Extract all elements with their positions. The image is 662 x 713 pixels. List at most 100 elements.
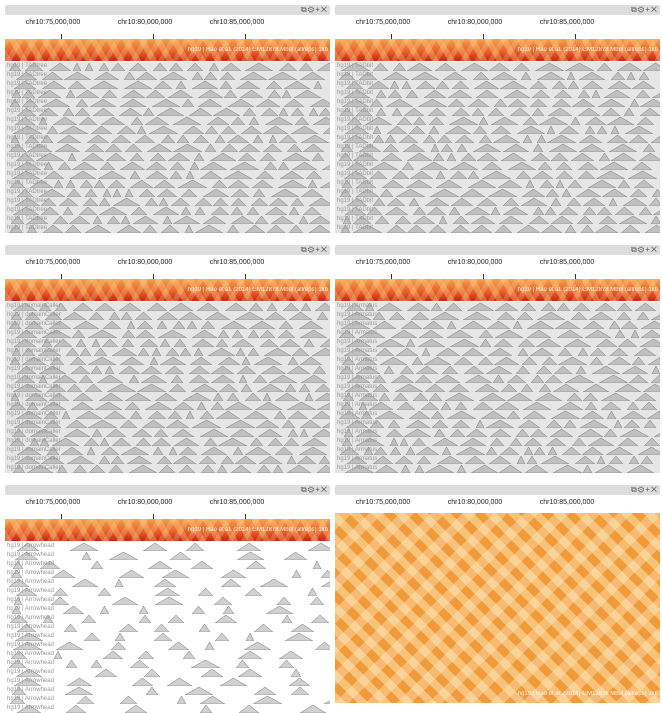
tad-track[interactable]: hg19 | Arrowhead (5, 686, 330, 695)
tad-track[interactable]: hg19 | Armatus (335, 365, 660, 374)
tad-track[interactable]: hg19 | domainCaller (5, 410, 330, 419)
tad-track[interactable]: hg19 | domainCaller (5, 383, 330, 392)
tad-track[interactable]: hg19 | Arrowhead (5, 596, 330, 605)
gear-icon[interactable]: ⚙ (307, 5, 316, 14)
tad-track[interactable]: hg19 | Armatus (335, 302, 660, 311)
tad-track[interactable]: hg19 | Arrowhead (5, 695, 330, 704)
tad-track[interactable]: hg19 | TADbit (335, 224, 660, 233)
tad-track[interactable]: hg19 | TADbit (335, 80, 660, 89)
gear-icon[interactable]: ⚙ (307, 485, 316, 494)
tad-track[interactable]: hg19 | Armatus (335, 374, 660, 383)
tad-track[interactable]: hg19 | domainCaller (5, 446, 330, 455)
tad-track[interactable]: hg19 | TADtree (5, 143, 330, 152)
tad-track[interactable]: hg19 | Armatus (335, 347, 660, 356)
tad-track[interactable]: hg19 | Arrowhead (5, 551, 330, 560)
tad-track[interactable]: hg19 | Arrowhead (5, 677, 330, 686)
tad-track[interactable]: hg19 | Arrowhead (5, 650, 330, 659)
tad-track[interactable]: hg19 | TADtree (5, 134, 330, 143)
tad-track[interactable]: hg19 | Arrowhead (5, 704, 330, 713)
tad-track[interactable]: hg19 | TADtree (5, 206, 330, 215)
tad-track[interactable]: hg19 | TADbit (335, 116, 660, 125)
tad-track[interactable]: hg19 | Arrowhead (5, 614, 330, 623)
tad-track[interactable]: hg19 | Armatus (335, 428, 660, 437)
tad-track[interactable]: hg19 | TADtree (5, 80, 330, 89)
tad-track[interactable]: hg19 | TADbit (335, 107, 660, 116)
tad-track[interactable]: hg19 | Armatus (335, 392, 660, 401)
tad-track[interactable]: hg19 | TADtree (5, 161, 330, 170)
close-icon[interactable]: ✕ (650, 5, 658, 14)
tad-track[interactable]: hg19 | TADtree (5, 62, 330, 71)
hic-heatmap-track[interactable]: hg19 | Rao et al. (2014) GM12878 Mbol (a… (5, 279, 330, 301)
tad-track[interactable]: hg19 | Arrowhead (5, 623, 330, 632)
tad-track[interactable]: hg19 | domainCaller (5, 455, 330, 464)
tad-track[interactable]: hg19 | Arrowhead (5, 605, 330, 614)
tad-track[interactable]: hg19 | Armatus (335, 437, 660, 446)
copy-icon[interactable]: ⧉ (631, 5, 638, 14)
hic-heatmap-track[interactable]: hg19 | Rao et al. (2014) GM12878 Mbol (a… (5, 39, 330, 61)
tad-track[interactable]: hg19 | Arrowhead (5, 578, 330, 587)
tad-track[interactable]: hg19 | domainCaller (5, 311, 330, 320)
tad-track[interactable]: hg19 | Armatus (335, 311, 660, 320)
tad-track[interactable]: hg19 | TADtree (5, 152, 330, 161)
tad-track[interactable]: hg19 | TADbit (335, 197, 660, 206)
tad-track[interactable]: hg19 | TADbit (335, 215, 660, 224)
tad-track[interactable]: hg19 | TADbit (335, 134, 660, 143)
tad-track[interactable]: hg19 | Arrowhead (5, 632, 330, 641)
gear-icon[interactable]: ⚙ (637, 245, 646, 254)
close-icon[interactable]: ✕ (650, 245, 658, 254)
tad-track[interactable]: hg19 | TADtree (5, 71, 330, 80)
tad-track[interactable]: hg19 | TADbit (335, 161, 660, 170)
copy-icon[interactable]: ⧉ (631, 485, 638, 494)
close-icon[interactable]: ✕ (320, 485, 328, 494)
plus-icon[interactable]: + (315, 245, 321, 254)
tad-track[interactable]: hg19 | Arrowhead (5, 659, 330, 668)
plus-icon[interactable]: + (645, 245, 651, 254)
tad-track[interactable]: hg19 | TADtree (5, 170, 330, 179)
tad-track[interactable]: hg19 | TADbit (335, 179, 660, 188)
tad-track[interactable]: hg19 | domainCaller (5, 392, 330, 401)
tad-track[interactable]: hg19 | TADtree (5, 179, 330, 188)
tad-track[interactable]: hg19 | Armatus (335, 338, 660, 347)
tad-track[interactable]: hg19 | domainCaller (5, 329, 330, 338)
tad-track[interactable]: hg19 | Armatus (335, 446, 660, 455)
tad-track[interactable]: hg19 | Armatus (335, 383, 660, 392)
plus-icon[interactable]: + (315, 5, 321, 14)
tad-track[interactable]: hg19 | TADtree (5, 98, 330, 107)
gear-icon[interactable]: ⚙ (637, 485, 646, 494)
tad-track[interactable]: hg19 | Arrowhead (5, 587, 330, 596)
tad-track[interactable]: hg19 | TADtree (5, 224, 330, 233)
tad-track[interactable]: hg19 | TADbit (335, 206, 660, 215)
close-icon[interactable]: ✕ (320, 5, 328, 14)
gear-icon[interactable]: ⚙ (637, 5, 646, 14)
tad-track[interactable]: hg19 | domainCaller (5, 419, 330, 428)
tad-track[interactable]: hg19 | Arrowhead (5, 560, 330, 569)
tad-track[interactable]: hg19 | TADbit (335, 62, 660, 71)
tad-track[interactable]: hg19 | TADtree (5, 188, 330, 197)
tad-track[interactable]: hg19 | Armatus (335, 419, 660, 428)
tad-track[interactable]: hg19 | domainCaller (5, 365, 330, 374)
hic-heatmap-track[interactable]: hg19 | Rao et al. (2014) GM12878 Mbol (a… (335, 279, 660, 301)
copy-icon[interactable]: ⧉ (301, 5, 308, 14)
tad-track[interactable]: hg19 | domainCaller (5, 347, 330, 356)
tad-track[interactable]: hg19 | TADbit (335, 170, 660, 179)
tad-track[interactable]: hg19 | TADbit (335, 98, 660, 107)
hic-heatmap-track[interactable]: hg19 | Rao et al. (2014) GM12878 Mbol (a… (335, 39, 660, 61)
tad-track[interactable]: hg19 | Armatus (335, 464, 660, 473)
tad-track[interactable]: hg19 | TADtree (5, 125, 330, 134)
close-icon[interactable]: ✕ (320, 245, 328, 254)
tad-track[interactable]: hg19 | TADtree (5, 116, 330, 125)
tad-track[interactable]: hg19 | Arrowhead (5, 668, 330, 677)
tad-track[interactable]: hg19 | Armatus (335, 329, 660, 338)
tad-track[interactable]: hg19 | Armatus (335, 401, 660, 410)
tad-track[interactable]: hg19 | domainCaller (5, 338, 330, 347)
tad-track[interactable]: hg19 | TADbit (335, 143, 660, 152)
tad-track[interactable]: hg19 | Armatus (335, 356, 660, 365)
tad-track[interactable]: hg19 | Armatus (335, 320, 660, 329)
tad-track[interactable]: hg19 | TADbit (335, 89, 660, 98)
copy-icon[interactable]: ⧉ (631, 245, 638, 254)
tad-track[interactable]: hg19 | Armatus (335, 410, 660, 419)
tad-track[interactable]: hg19 | TADtree (5, 197, 330, 206)
plus-icon[interactable]: + (315, 485, 321, 494)
tad-track[interactable]: hg19 | Arrowhead (5, 569, 330, 578)
tad-track[interactable]: hg19 | TADtree (5, 215, 330, 224)
